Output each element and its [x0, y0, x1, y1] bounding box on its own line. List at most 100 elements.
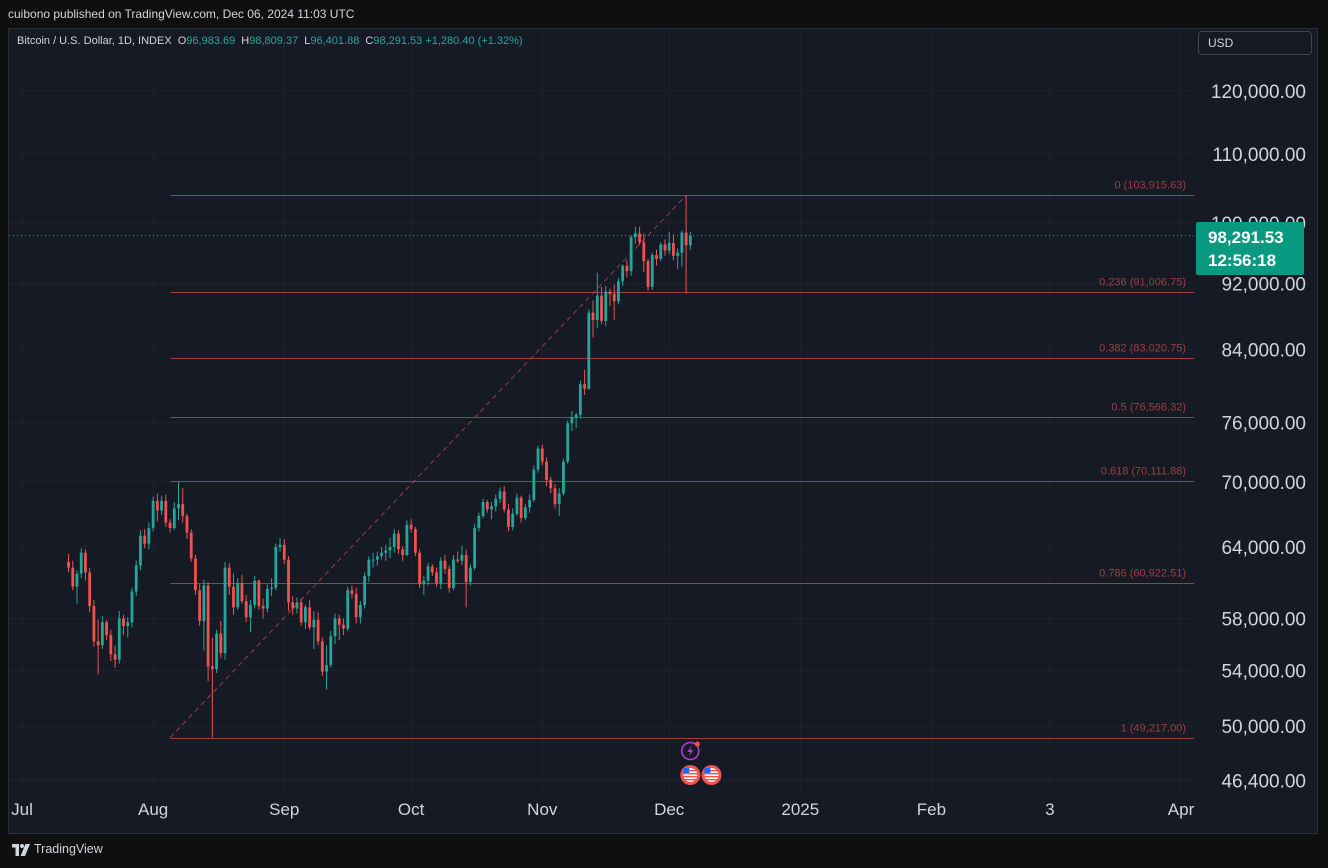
candle-body — [223, 567, 227, 654]
candle-body — [172, 508, 176, 529]
candle-body — [557, 493, 561, 505]
candle-body — [84, 552, 87, 573]
candle-body — [494, 498, 498, 507]
candle-body — [342, 624, 345, 629]
candle-body — [147, 528, 151, 544]
fib-level-label: 0.618 (70,111.88) — [1101, 466, 1186, 478]
candle-body — [92, 606, 96, 642]
events — [680, 741, 722, 785]
open-label: O — [177, 35, 187, 47]
candle-body — [633, 233, 637, 238]
candle-body — [418, 552, 422, 585]
candle-body — [507, 509, 510, 527]
candle-body — [189, 532, 193, 559]
candle-body — [540, 448, 544, 462]
time-axis-label: Jul — [11, 800, 33, 819]
candle-body — [485, 501, 489, 510]
candle-body — [126, 622, 130, 627]
candle-body — [401, 549, 405, 556]
candle-body — [367, 559, 371, 576]
time-axis-label: 2025 — [781, 800, 819, 819]
price-tag-countdown: 12:56:18 — [1208, 251, 1276, 270]
candle-body — [333, 618, 337, 637]
low-label: L — [304, 35, 311, 47]
footer — [0, 834, 1328, 868]
candle-body — [452, 559, 455, 588]
price-tag-box — [1196, 222, 1304, 275]
fib-level-label: 1 (49,217.00) — [1121, 723, 1186, 735]
candle-body — [659, 244, 663, 259]
price-axis-label: 70,000.00 — [1221, 473, 1306, 494]
candle-body — [405, 524, 409, 556]
candle-body — [583, 384, 586, 389]
price-axis-label: 54,000.00 — [1221, 661, 1306, 682]
candle-body — [532, 469, 536, 500]
candle-body — [519, 497, 523, 519]
fib-level-label: 0.5 (76,566.32) — [1111, 402, 1186, 414]
price-tag: 98,291.53 12:56:18 — [1196, 222, 1304, 275]
chart-pane[interactable] — [8, 28, 1318, 834]
tradingview-logo-icon — [12, 844, 30, 856]
candle-body — [79, 552, 83, 574]
candle-body — [249, 604, 252, 618]
fib-trend-line — [169, 194, 687, 738]
change-value: +1,280.40 (+1.32%) — [425, 35, 523, 47]
candle-body — [388, 547, 392, 551]
fib-level-label: 0.382 (83,020.75) — [1099, 343, 1186, 355]
candle-body — [422, 580, 426, 585]
candle-body — [600, 295, 603, 321]
top-bar: cuibono published on TradingView.com, De… — [0, 0, 1328, 28]
price-axis[interactable]: 120,000.00110,000.00100,000.0092,000.008… — [1211, 82, 1306, 793]
candle-body — [650, 255, 654, 287]
time-axis-label: Oct — [398, 800, 425, 819]
candle-body — [155, 500, 159, 511]
high-label: H — [241, 35, 250, 47]
close-value: 98,291.53 — [373, 35, 423, 47]
price-axis-label: 92,000.00 — [1221, 275, 1306, 296]
publisher-line: cuibono published on TradingView.com, De… — [8, 7, 355, 21]
us-flag-event-icon[interactable] — [701, 765, 722, 785]
time-axis-label: Nov — [527, 800, 558, 819]
candle-body — [168, 522, 172, 529]
candle-body — [473, 528, 477, 568]
candle-body — [134, 565, 138, 592]
price-axis-label: 76,000.00 — [1221, 413, 1306, 434]
lightning-event-icon[interactable] — [681, 741, 700, 761]
candle-body — [265, 589, 269, 609]
currency-button[interactable]: USD — [1198, 31, 1312, 55]
candle-body — [655, 255, 658, 259]
candle-body — [688, 235, 692, 246]
price-axis-label: 110,000.00 — [1212, 145, 1306, 166]
candle-body — [278, 544, 282, 548]
candle-body — [100, 622, 104, 646]
candle-body — [363, 575, 367, 605]
candle-body — [456, 559, 460, 561]
candle-body — [447, 568, 451, 588]
candle-body — [397, 533, 400, 550]
candle-body — [346, 590, 350, 629]
candle-body — [299, 602, 303, 623]
candle-body — [439, 560, 443, 584]
candle-body — [570, 417, 574, 424]
candle-body — [139, 535, 142, 566]
candle-body — [477, 515, 481, 529]
candle-body — [595, 295, 599, 321]
candle-body — [371, 559, 375, 561]
candle-body — [604, 291, 608, 321]
candle-body — [198, 590, 202, 621]
tradingview-brand[interactable]: TradingView — [12, 842, 103, 856]
candle-body — [354, 593, 358, 618]
time-axis-label: Feb — [917, 800, 946, 819]
symbol-legend[interactable]: Bitcoin / U.S. Dollar, 1D, INDEX O96,983… — [17, 35, 523, 47]
fibonacci-retracement[interactable]: 0 (103,915.63) 0.236 (91,006.75) 0.382 (83… — [169, 180, 1194, 739]
candle-body — [545, 461, 548, 480]
low-value: 96,401.88 — [310, 35, 360, 47]
us-flag-event-icon[interactable] — [680, 765, 701, 785]
time-axis[interactable]: Jul Aug Sep Oct Nov Dec 2025 Feb 3 Apr — [11, 800, 1194, 819]
candle-body — [232, 586, 235, 608]
candle-body — [96, 641, 100, 646]
candle-body — [528, 499, 531, 508]
candle-body — [515, 497, 519, 514]
candle-body — [536, 448, 540, 470]
